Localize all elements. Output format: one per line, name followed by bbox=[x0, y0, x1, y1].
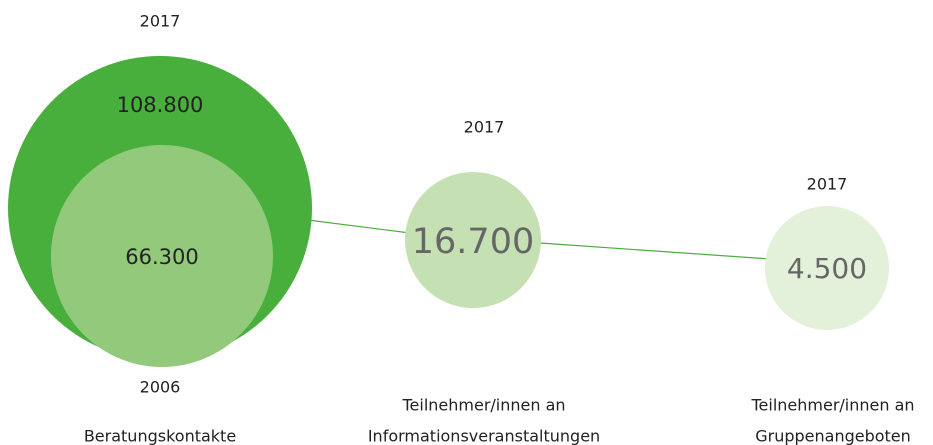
caption: Gruppenangeboten bbox=[755, 427, 911, 445]
connector bbox=[299, 218, 411, 234]
value-label: 108.800 bbox=[117, 93, 204, 117]
year-label: 2017 bbox=[140, 12, 181, 31]
caption: Teilnehmer/innen an bbox=[750, 396, 914, 415]
year-label: 2006 bbox=[140, 378, 181, 397]
caption: Informationsveranstaltungen bbox=[368, 427, 600, 445]
value-label: 4.500 bbox=[787, 252, 867, 285]
caption: Teilnehmer/innen an bbox=[401, 396, 565, 415]
value-label: 16.700 bbox=[412, 222, 534, 262]
connector bbox=[539, 242, 771, 260]
bubble bbox=[405, 172, 541, 308]
year-label: 2017 bbox=[807, 175, 848, 194]
bubble-inner bbox=[51, 145, 273, 367]
bubble bbox=[765, 206, 889, 330]
value-label: 66.300 bbox=[125, 245, 198, 269]
caption: Beratungskontakte bbox=[84, 427, 236, 445]
year-label: 2017 bbox=[464, 118, 505, 137]
